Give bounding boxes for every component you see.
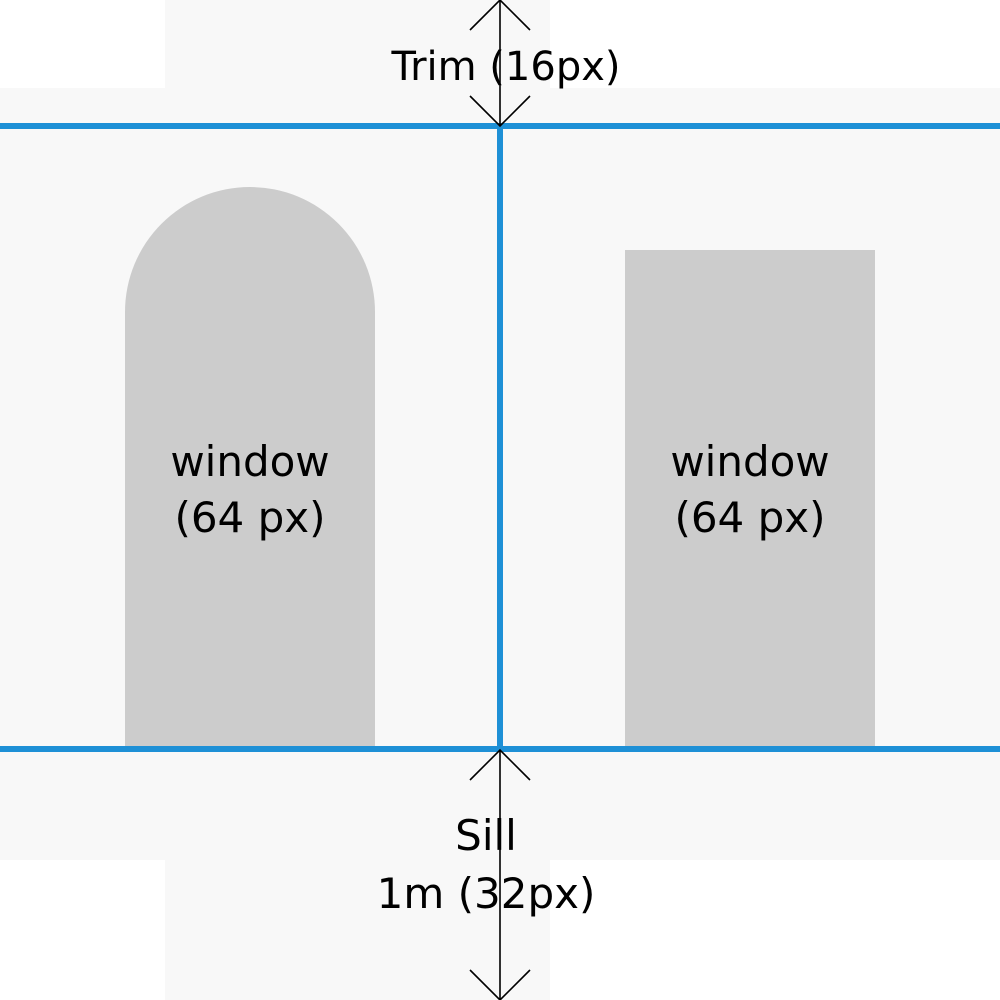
- sill-dimension-arrow: [469, 748, 531, 1000]
- bottom-center-bg: [165, 860, 550, 1000]
- sill-label-line2: 1m (32px): [377, 869, 596, 918]
- top-center-bg: [165, 0, 550, 126]
- trim-label: Trim (16px): [391, 44, 621, 90]
- top-strip-right-bg: [550, 88, 1000, 126]
- rectangular-window: [625, 250, 875, 750]
- trim-dimension-arrow: [469, 0, 531, 128]
- rect-window-label-line2: (64 px): [674, 493, 825, 542]
- top-strip-left-bg: [0, 88, 165, 126]
- sill-label-line1: Sill: [455, 811, 517, 860]
- arched-window-label-line2: (64 px): [174, 493, 325, 542]
- arched-window-label-line1: window: [170, 437, 329, 486]
- rect-window-label-line1: window: [670, 437, 829, 486]
- arched-window: [125, 187, 375, 750]
